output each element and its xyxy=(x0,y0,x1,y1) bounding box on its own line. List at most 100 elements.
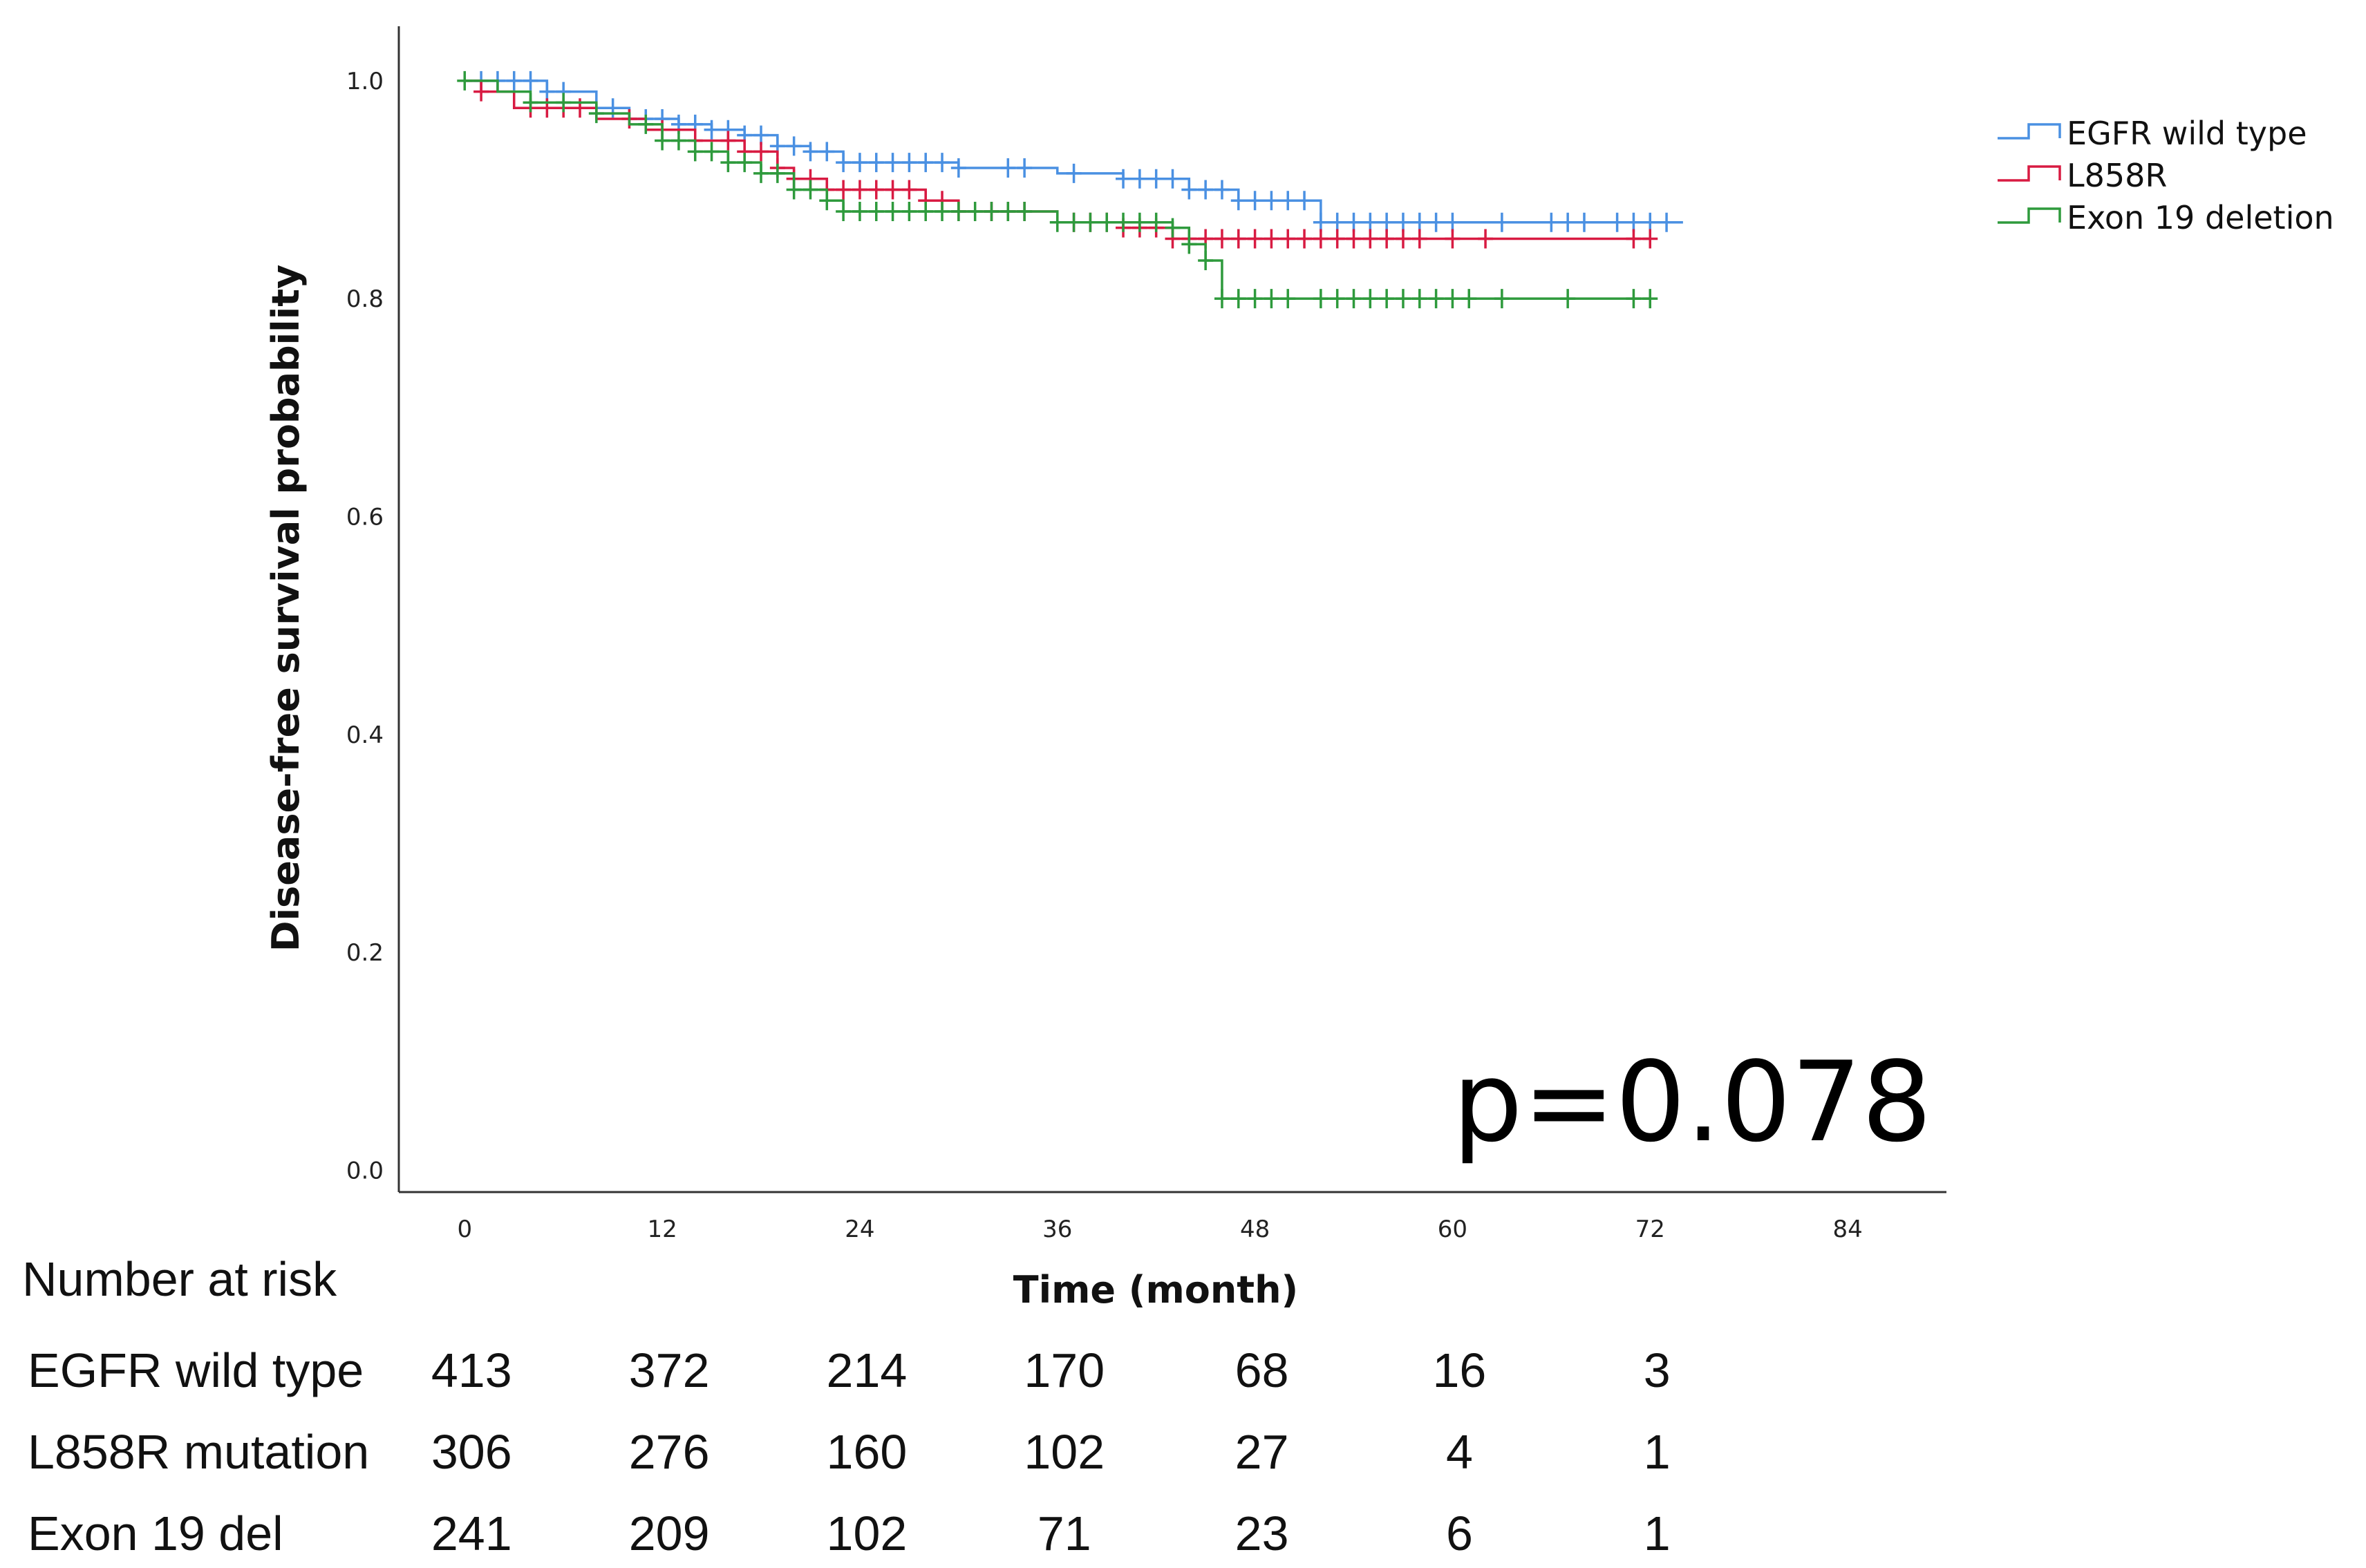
censor-mark xyxy=(720,153,736,173)
censor-mark xyxy=(1428,212,1444,232)
censor-mark xyxy=(1099,212,1115,232)
censor-mark xyxy=(1362,212,1378,232)
survival-curve-line xyxy=(464,79,1683,224)
censor-mark xyxy=(935,153,950,173)
censor-mark xyxy=(720,131,736,151)
censor-mark xyxy=(687,142,703,162)
risk-table-title: Number at risk xyxy=(22,1252,337,1306)
censor-mark xyxy=(1445,229,1461,249)
censor-mark xyxy=(1214,229,1230,249)
censor-mark xyxy=(1395,229,1411,249)
censor-mark xyxy=(852,153,867,173)
censor-mark xyxy=(539,82,555,102)
censor-mark xyxy=(1116,169,1132,189)
risk-count: 102 xyxy=(827,1506,908,1560)
censor-mark xyxy=(1329,212,1345,232)
risk-count: 71 xyxy=(1038,1506,1091,1560)
censor-mark xyxy=(572,98,588,118)
legend-swatch xyxy=(1998,207,2061,224)
censor-mark xyxy=(1148,169,1164,189)
censor-mark xyxy=(1230,289,1246,309)
censor-mark xyxy=(1659,212,1675,232)
censor-mark xyxy=(1165,218,1181,238)
censor-mark xyxy=(836,202,852,222)
y-tick-label: 0.6 xyxy=(346,503,384,531)
censor-mark xyxy=(1181,180,1197,200)
censor-mark xyxy=(786,180,802,200)
censor-mark xyxy=(1494,289,1510,309)
censor-mark xyxy=(753,125,769,145)
censor-mark xyxy=(1494,212,1510,232)
x-axis-title: Time (month) xyxy=(1013,1268,1298,1312)
censor-mark xyxy=(786,136,802,156)
censor-mark xyxy=(1626,229,1642,249)
censor-mark xyxy=(918,202,934,222)
censor-mark xyxy=(1297,229,1313,249)
censor-mark xyxy=(1362,289,1378,309)
censor-mark xyxy=(852,180,867,200)
p-value-annotation: p=0.078 xyxy=(1452,1037,1932,1166)
risk-count: 306 xyxy=(431,1425,512,1479)
censor-mark xyxy=(1017,158,1033,178)
censor-mark xyxy=(901,153,917,173)
censor-mark xyxy=(1411,229,1427,249)
censor-mark xyxy=(1576,212,1592,232)
censor-mark xyxy=(868,180,884,200)
censor-mark xyxy=(1198,180,1214,200)
y-axis-title: Disease-free survival probability xyxy=(264,265,308,952)
censor-mark xyxy=(1214,180,1230,200)
censor-mark xyxy=(605,98,621,118)
risk-count: 160 xyxy=(827,1425,908,1479)
censor-mark xyxy=(967,202,983,222)
censor-mark xyxy=(556,93,572,113)
censor-mark xyxy=(473,82,489,102)
risk-count: 16 xyxy=(1432,1343,1486,1397)
censor-mark xyxy=(1000,158,1016,178)
risk-count: 209 xyxy=(629,1506,710,1560)
censor-mark xyxy=(836,153,852,173)
censor-mark xyxy=(1264,191,1279,211)
risk-count: 276 xyxy=(629,1425,710,1479)
x-tick-label: 24 xyxy=(845,1216,874,1243)
legend-label: Exon 19 deletion xyxy=(2067,199,2334,236)
censor-mark xyxy=(1411,212,1427,232)
censor-mark xyxy=(1181,234,1197,254)
censor-mark xyxy=(901,202,917,222)
censor-mark xyxy=(1478,229,1494,249)
censor-mark xyxy=(1247,289,1263,309)
censor-mark xyxy=(1148,212,1164,232)
risk-count: 372 xyxy=(629,1343,710,1397)
censor-mark xyxy=(1280,229,1296,249)
censor-mark xyxy=(1017,202,1033,222)
censor-mark xyxy=(1313,212,1328,232)
censor-mark xyxy=(918,153,934,173)
y-tick-label: 0.8 xyxy=(346,285,384,313)
censor-mark xyxy=(1297,191,1313,211)
censor-mark xyxy=(802,180,818,200)
censor-mark xyxy=(539,98,555,118)
risk-count: 23 xyxy=(1235,1506,1289,1560)
censor-mark xyxy=(1560,212,1576,232)
risk-row-label: EGFR wild type xyxy=(28,1343,364,1397)
censor-mark xyxy=(1560,289,1576,309)
x-tick-labels: 0 12 24 36 48 60 72 84 xyxy=(457,1216,1862,1243)
x-tick-label: 60 xyxy=(1438,1216,1467,1243)
censor-mark xyxy=(1230,191,1246,211)
censor-mark xyxy=(1626,212,1642,232)
censor-mark xyxy=(1132,212,1147,232)
censor-mark xyxy=(1642,229,1658,249)
censor-mark xyxy=(588,104,604,124)
legend-swatch xyxy=(1998,123,2061,140)
censor-mark xyxy=(769,163,785,183)
x-tick-label: 0 xyxy=(457,1216,472,1243)
censor-mark xyxy=(1264,229,1279,249)
y-tick-label: 1.0 xyxy=(346,68,384,95)
censor-mark xyxy=(1461,289,1477,309)
risk-count: 170 xyxy=(1024,1343,1105,1397)
censor-mark xyxy=(1445,289,1461,309)
censor-mark xyxy=(836,180,852,200)
censor-mark xyxy=(1264,289,1279,309)
censor-mark xyxy=(1411,289,1427,309)
censor-mark xyxy=(655,131,670,151)
censor-mark xyxy=(1116,212,1132,232)
